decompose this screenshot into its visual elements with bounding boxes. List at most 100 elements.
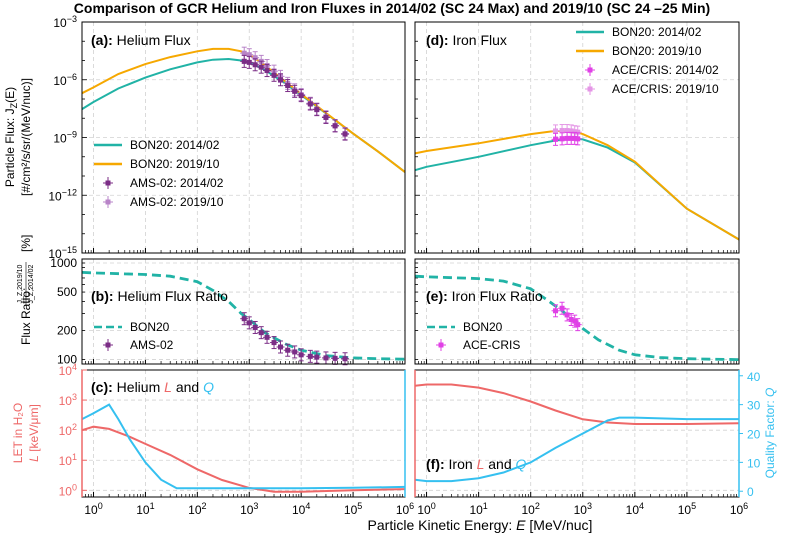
panel-f-series-Q [414, 416, 739, 483]
panel-b-series-1-marker [298, 352, 304, 358]
panel-a-series-2 [276, 73, 285, 87]
panel-b-series-1-marker [241, 316, 247, 322]
panel-a-ytick-label: 10−12 [48, 187, 77, 203]
panel-d-series-2-marker [564, 135, 570, 141]
panel-d-series-2 [558, 132, 567, 146]
panel-d-series-1 [414, 129, 740, 241]
panel-f-xtick-label: 101 [469, 501, 487, 517]
figure-title: Comparison of GCR Helium and Iron Fluxes… [74, 0, 710, 16]
panel-b-ylabel-den: J_Z,2014/02 [28, 264, 35, 303]
panel-b-series-1-marker [323, 355, 329, 361]
panel-b-series-1-marker [278, 344, 284, 350]
panel-d-legend-2-swatch [587, 67, 593, 73]
panel-c-xtick-label: 100 [84, 501, 102, 517]
panel-a-title: (a): Helium Flux [91, 32, 191, 48]
panel-f-xtick-label: 105 [678, 501, 696, 517]
panel-e-series-1-marker [553, 308, 559, 314]
panel-d-series-3-marker [559, 128, 565, 134]
panel-d-legend-3-label: ACE/CRIS: 2019/10 [612, 82, 719, 96]
panel-a-series-2 [283, 79, 292, 93]
panel-b-series-1 [321, 351, 330, 365]
panel-b-series-1 [306, 349, 315, 363]
panel-c-ytick-label: 104 [59, 362, 77, 378]
panel-b-series-1 [276, 340, 285, 354]
panel-b-ytick-label: 1000 [50, 256, 77, 270]
panel-a-series-2-marker [307, 101, 313, 107]
panel-d-series-2 [551, 132, 560, 146]
panel-c-title: (c): Helium L and Q [91, 379, 214, 395]
panel-a-series-2 [245, 55, 254, 69]
panel-c-ytick-label: 102 [59, 422, 77, 438]
panel-b-series-1-marker [342, 356, 348, 362]
panel-a-legend-0-label: BON20: 2014/02 [130, 138, 220, 152]
panel-e-legend-1-swatch [438, 342, 444, 348]
panel-c-xtick-label: 105 [344, 501, 362, 517]
panel-b-series-1 [240, 312, 249, 326]
panel-a-series-2-marker [285, 83, 291, 89]
panel-a-legend-3-swatch [105, 199, 111, 205]
panel-f-ytick-label: 40 [747, 370, 761, 384]
panel-c-ylabel-1: LET in H₂O [11, 403, 25, 463]
panel-f-frame [414, 369, 740, 498]
panel-a-series-2 [331, 119, 340, 133]
panel-a-series-0 [81, 57, 406, 173]
panel-a-series-2-marker [246, 59, 252, 65]
panel-e-legend-1-label: ACE-CRIS [463, 338, 520, 352]
panel-b-series-1 [297, 348, 306, 362]
panel-c-xtick-label: 103 [240, 501, 258, 517]
panel-a-series-2-marker [241, 58, 247, 64]
panel-c-ytick-label: 101 [59, 452, 77, 468]
panel-a-series-2 [240, 54, 249, 68]
panel-f-series-L [414, 383, 740, 425]
panel-a-ylabel-1: Particle Flux: JZ(E) [3, 87, 19, 187]
panel-b-legend-0-label: BON20 [130, 320, 170, 334]
panel-b-series-1 [257, 326, 266, 340]
panel-d-series-0 [414, 137, 740, 241]
panel-a-series-2 [263, 64, 272, 78]
panel-a-series-2 [306, 97, 315, 111]
panel-f-ytick-label: 10 [747, 456, 761, 470]
panel-d-series-2-marker [575, 136, 581, 142]
panel-b-ytick-label: 200 [57, 324, 77, 338]
panel-f-ytick-label: 0 [747, 485, 754, 499]
panel-b-frame [81, 258, 406, 365]
panel-a-series-2-marker [264, 68, 270, 74]
panel-e-series-1-marker [564, 312, 570, 318]
panel-a-legend-2-label: AMS-02: 2014/02 [130, 176, 224, 190]
panel-a-series-2 [312, 103, 321, 117]
panel-d-legend-2-label: ACE/CRIS: 2014/02 [612, 63, 719, 77]
panel-b-series-1 [251, 320, 260, 334]
panel-b-series-1-marker [285, 347, 291, 353]
panel-a-series-2-marker [292, 88, 298, 94]
panel-a-ylabel-2: [#/cm²/s/sr/(MeV/nuc)] [19, 78, 33, 196]
panel-b-series-1-marker [252, 324, 258, 330]
panel-b-series-1 [341, 352, 350, 366]
x-axis-label: Particle Kinetic Energy: E [MeV/nuc] [368, 517, 593, 533]
panel-a-series-2 [321, 110, 330, 124]
plot-area: 10−3 10−6 10−9 10−12 10−15 (a): Helium Flux BO… [3, 14, 777, 517]
panel-f-xtick-label: 102 [522, 501, 540, 517]
panel-f-xtick-label: 106 [730, 501, 748, 517]
panel-a-series-2 [270, 68, 279, 82]
panel-b-legend-1-swatch [105, 342, 111, 348]
panel-b-series-1 [245, 316, 254, 330]
panel-c-xtick-label: 101 [136, 501, 154, 517]
panel-a-series-2 [290, 84, 299, 98]
panel-b-ylabel-unit: [%] [19, 235, 33, 252]
panel-a-ytick-label: 10−3 [53, 14, 77, 30]
panel-a-series-2-marker [298, 93, 304, 99]
panel-c-ytick-label: 103 [59, 392, 77, 408]
panel-d-legend-1-label: BON20: 2019/10 [612, 44, 702, 58]
panel-f-ytick-label: 20 [747, 428, 761, 442]
panel-a-series-2-marker [342, 131, 348, 137]
panel-b-series-1 [312, 350, 321, 364]
panel-c-series-L [81, 425, 406, 493]
panel-b-series-1 [270, 336, 279, 350]
panel-b-series-1-marker [307, 353, 313, 359]
panel-a-series-2-marker [252, 62, 258, 68]
panel-a-frame [81, 21, 406, 254]
panel-a-ytick-label: 10−9 [53, 130, 77, 146]
panel-d-series-2-marker [559, 136, 565, 142]
panel-e-series-1-marker [568, 317, 574, 323]
panel-f-xtick-label: 100 [417, 501, 435, 517]
